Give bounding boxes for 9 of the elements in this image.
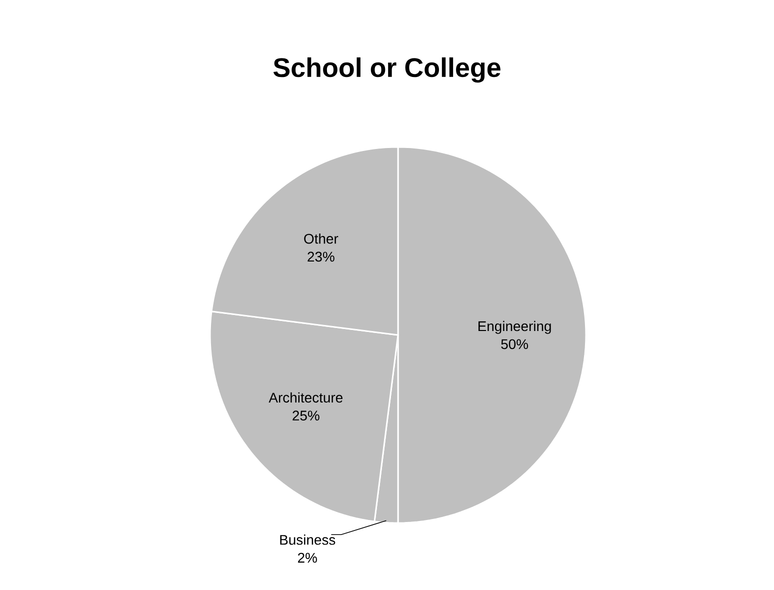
slice-label: Architecture	[268, 392, 342, 403]
data-label: 23%	[308, 252, 334, 262]
slice-label: Business	[280, 534, 336, 545]
data-label: 25%	[292, 410, 320, 421]
data-label: 50%	[501, 339, 528, 350]
data-label: 2%	[298, 552, 317, 563]
chart-title: School or College	[273, 57, 500, 83]
slice-label: Engineering	[478, 320, 551, 334]
slice-label: Other	[304, 233, 338, 244]
